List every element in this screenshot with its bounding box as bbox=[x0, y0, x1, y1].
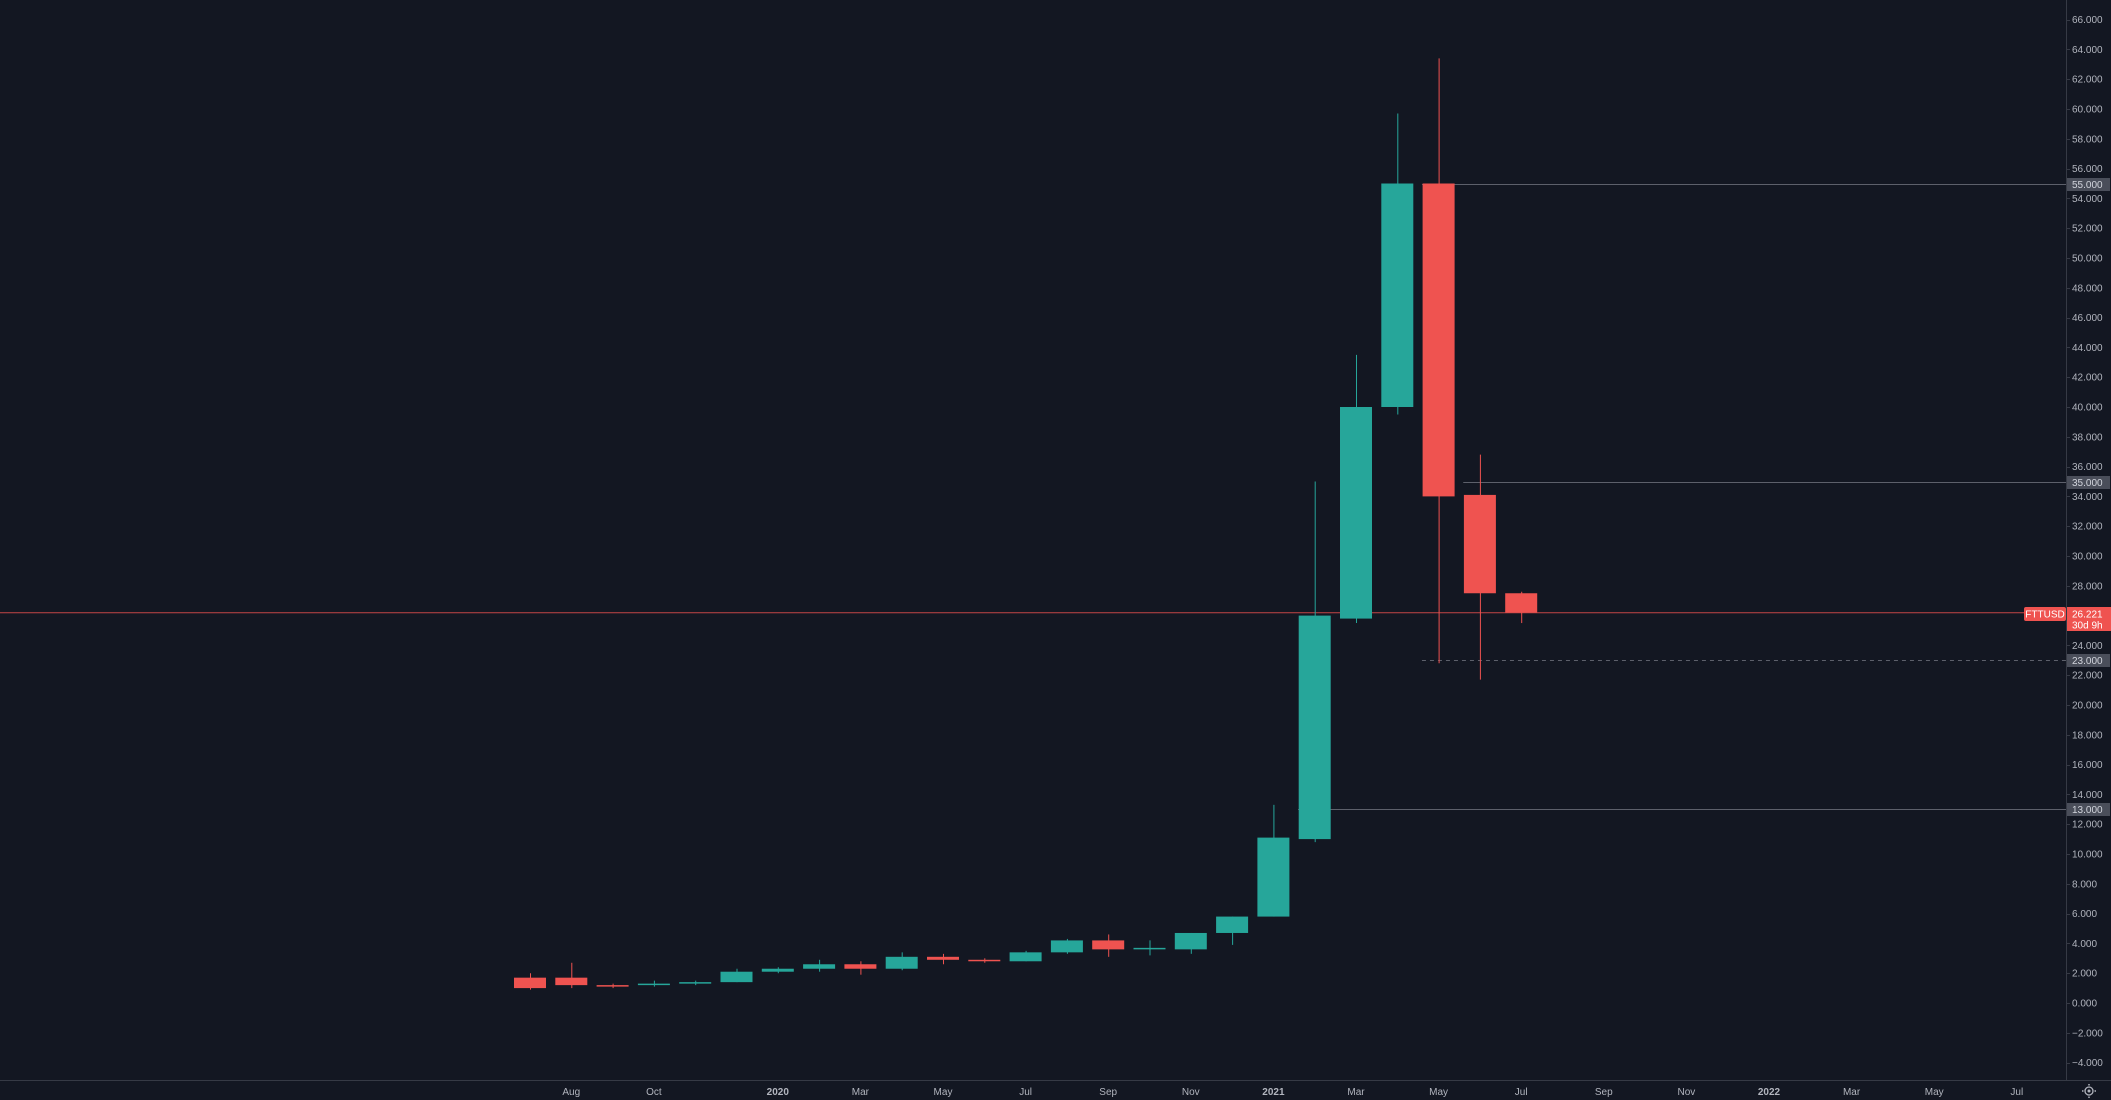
candle-body bbox=[1175, 933, 1207, 949]
y-tick-label: 46.000 bbox=[2072, 313, 2103, 324]
x-tick-label: May bbox=[1429, 1087, 1448, 1098]
y-tick-label: 64.000 bbox=[2072, 45, 2103, 56]
x-tick-label: Sep bbox=[1595, 1087, 1613, 1098]
x-tick-label: Jul bbox=[2010, 1087, 2023, 1098]
y-tick-label: 50.000 bbox=[2072, 254, 2103, 265]
y-tick-label: 66.000 bbox=[2072, 15, 2103, 26]
candle-body bbox=[1216, 917, 1248, 933]
y-tick-label: −4.000 bbox=[2072, 1058, 2103, 1069]
last-price-value: 26.221 bbox=[2072, 610, 2103, 621]
y-tick-label: 54.000 bbox=[2072, 194, 2103, 205]
candle-body bbox=[762, 969, 794, 972]
y-tick-label: 32.000 bbox=[2072, 522, 2103, 533]
candle-body bbox=[1010, 952, 1042, 961]
level-label: 23.000 bbox=[2072, 656, 2103, 667]
y-tick-label: 2.000 bbox=[2072, 969, 2097, 980]
x-tick-label: Sep bbox=[1099, 1087, 1117, 1098]
y-tick-label: 30.000 bbox=[2072, 552, 2103, 563]
candle-body bbox=[721, 972, 753, 982]
x-tick-label: Nov bbox=[1678, 1087, 1696, 1098]
x-tick-label: Jul bbox=[1019, 1087, 1032, 1098]
y-tick-label: 38.000 bbox=[2072, 432, 2103, 443]
x-tick-label: Nov bbox=[1182, 1087, 1200, 1098]
y-tick-label: 4.000 bbox=[2072, 939, 2097, 950]
y-tick-label: −2.000 bbox=[2072, 1028, 2103, 1039]
y-tick-label: 42.000 bbox=[2072, 373, 2103, 384]
y-tick-label: 28.000 bbox=[2072, 581, 2103, 592]
x-tick-label: Jul bbox=[1515, 1087, 1528, 1098]
candle-body bbox=[886, 957, 918, 969]
candle-body bbox=[638, 984, 670, 985]
y-tick-label: 6.000 bbox=[2072, 909, 2097, 920]
candle-body bbox=[1051, 940, 1083, 952]
candle-body bbox=[1464, 495, 1496, 593]
candle-body bbox=[1423, 184, 1455, 497]
y-tick-label: 36.000 bbox=[2072, 462, 2103, 473]
x-tick-label: May bbox=[1925, 1087, 1944, 1098]
y-tick-label: 24.000 bbox=[2072, 641, 2103, 652]
y-tick-label: 10.000 bbox=[2072, 850, 2103, 861]
y-tick-label: 44.000 bbox=[2072, 343, 2103, 354]
candle-body bbox=[1381, 184, 1413, 408]
candle-up[interactable] bbox=[1010, 951, 1042, 961]
x-tick-label: Mar bbox=[852, 1087, 870, 1098]
candle-body bbox=[514, 978, 546, 988]
y-tick-label: 0.000 bbox=[2072, 999, 2097, 1010]
candle-body bbox=[679, 982, 711, 983]
y-tick-label: 62.000 bbox=[2072, 75, 2103, 86]
candle-body bbox=[555, 978, 587, 985]
candle-body bbox=[1134, 948, 1166, 949]
x-tick-label: Oct bbox=[646, 1087, 662, 1098]
y-tick-label: 58.000 bbox=[2072, 134, 2103, 145]
candle-body bbox=[803, 964, 835, 968]
level-label: 13.000 bbox=[2072, 805, 2103, 816]
candle-up[interactable] bbox=[1051, 939, 1083, 954]
candle-body bbox=[1340, 407, 1372, 619]
y-tick-label: 52.000 bbox=[2072, 224, 2103, 235]
level-label: 35.000 bbox=[2072, 478, 2103, 489]
y-tick-label: 18.000 bbox=[2072, 730, 2103, 741]
candle-body bbox=[927, 957, 959, 960]
y-tick-label: 34.000 bbox=[2072, 492, 2103, 503]
x-tick-label: 2021 bbox=[1262, 1087, 1285, 1098]
y-tick-label: 22.000 bbox=[2072, 671, 2103, 682]
candle-body bbox=[1092, 940, 1124, 949]
x-tick-label: 2020 bbox=[767, 1087, 790, 1098]
symbol-label: FTTUSD bbox=[2025, 610, 2064, 621]
x-tick-label: Mar bbox=[1347, 1087, 1365, 1098]
candle-body bbox=[1257, 838, 1289, 917]
y-tick-label: 12.000 bbox=[2072, 820, 2103, 831]
y-tick-label: 40.000 bbox=[2072, 403, 2103, 414]
candle-body bbox=[1299, 616, 1331, 840]
candle-body bbox=[597, 985, 629, 986]
y-tick-label: 16.000 bbox=[2072, 760, 2103, 771]
level-label: 55.000 bbox=[2072, 180, 2103, 191]
candle-body bbox=[844, 964, 876, 968]
x-tick-label: Mar bbox=[1843, 1087, 1861, 1098]
bar-countdown: 30d 9h bbox=[2072, 621, 2103, 632]
y-tick-label: 60.000 bbox=[2072, 105, 2103, 116]
y-tick-label: 48.000 bbox=[2072, 283, 2103, 294]
y-tick-label: 20.000 bbox=[2072, 701, 2103, 712]
x-tick-label: May bbox=[934, 1087, 953, 1098]
y-tick-label: 8.000 bbox=[2072, 879, 2097, 890]
y-tick-label: 56.000 bbox=[2072, 164, 2103, 175]
y-tick-label: 14.000 bbox=[2072, 790, 2103, 801]
candle-body bbox=[968, 960, 1000, 961]
x-tick-label: 2022 bbox=[1758, 1087, 1781, 1098]
candle-body bbox=[1505, 593, 1537, 612]
x-tick-label: Aug bbox=[562, 1087, 580, 1098]
